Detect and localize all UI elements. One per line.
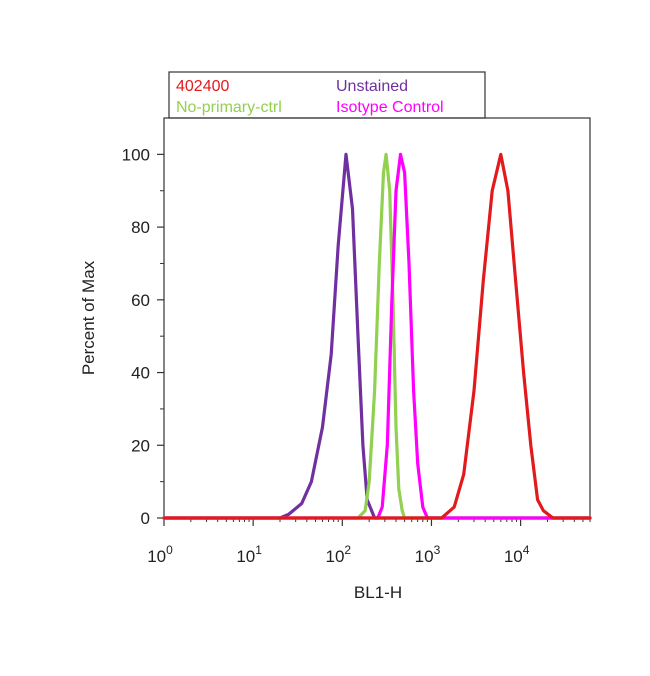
- legend-box: [168, 71, 486, 119]
- x-tick-label: 102: [326, 543, 352, 566]
- legend-entry: No-primary-ctrl: [176, 99, 282, 116]
- x-tick-exponent: 3: [434, 543, 441, 557]
- legend-entry: 402400: [176, 78, 229, 95]
- y-tick-label: 40: [131, 364, 150, 383]
- x-tick-base: 10: [147, 547, 166, 566]
- series-line-no-primary-ctrl: [162, 152, 592, 520]
- x-tick-label: 103: [415, 543, 441, 566]
- y-tick-label: 60: [131, 291, 150, 310]
- legend: 402400 Unstained No-primary-ctrl Isotype Co…: [168, 71, 486, 119]
- x-tick-label: 101: [236, 543, 262, 566]
- x-tick-base: 10: [326, 547, 345, 566]
- x-tick-exponent: 2: [344, 543, 351, 557]
- x-tick-label: 100: [147, 543, 173, 566]
- y-tick-label: 80: [131, 218, 150, 237]
- legend-entry: Unstained: [336, 78, 408, 95]
- x-tick-exponent: 0: [166, 543, 173, 557]
- x-tick-base: 10: [415, 547, 434, 566]
- series-line-402400: [162, 152, 592, 520]
- y-tick-label: 20: [131, 436, 150, 455]
- y-axis-title: Percent of Max: [79, 260, 98, 375]
- x-tick-exponent: 4: [523, 543, 530, 557]
- legend-entry: Isotype Control: [336, 99, 444, 116]
- y-tick-label: 0: [141, 509, 150, 528]
- x-tick-base: 10: [504, 547, 523, 566]
- series-layer: [162, 152, 592, 520]
- x-tick-exponent: 1: [255, 543, 262, 557]
- y-tick-label: 100: [122, 145, 150, 164]
- x-axis-title: BL1-H: [354, 583, 402, 602]
- series-line-unstained: [162, 152, 592, 520]
- x-tick-label: 104: [504, 543, 530, 566]
- x-tick-base: 10: [236, 547, 255, 566]
- series-line-isotype-control: [162, 152, 592, 520]
